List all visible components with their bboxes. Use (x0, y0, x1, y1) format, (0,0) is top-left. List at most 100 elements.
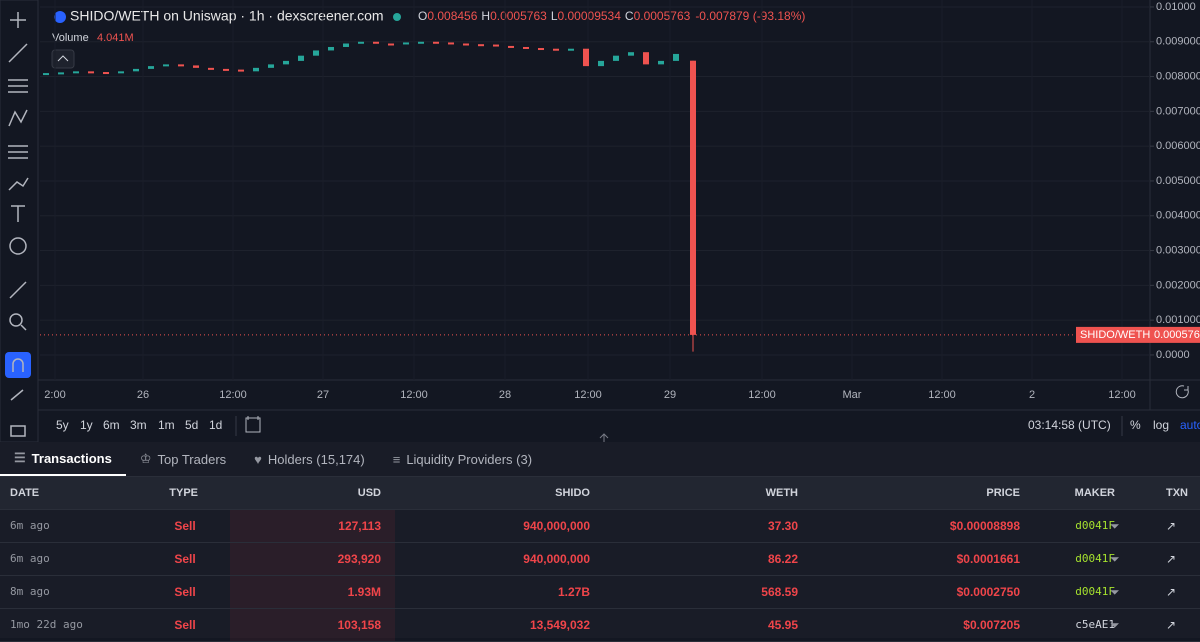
ohlc: O0.008456 H0.0005763 L0.00009534 C0.0005763… (418, 9, 805, 23)
x-tick-label: 12:00 (400, 389, 428, 401)
column-header[interactable]: USD (357, 487, 381, 499)
candle (493, 44, 499, 47)
interval-button[interactable]: 1y (80, 418, 93, 432)
txn-link[interactable]: ↗ (1166, 618, 1177, 632)
cell-value: 940,000,000 (523, 519, 590, 533)
interval-button[interactable]: 5y (56, 418, 69, 432)
candle (583, 48, 589, 67)
candle (118, 71, 124, 74)
filter-icon[interactable]: ⏷ (1110, 519, 1120, 533)
cell-value: Sell (174, 552, 196, 566)
log-toggle[interactable]: log (1153, 418, 1169, 432)
x-tick-label: 12:00 (748, 389, 776, 401)
resize-handle[interactable] (599, 433, 609, 442)
table-row: 1mo 22d ago Sell 103,158 13,549,032 45.95 $0.… (0, 609, 1200, 642)
cell-value: 13,549,032 (529, 618, 590, 632)
tool-icons[interactable] (5, 12, 31, 437)
x-tick-label: 29 (664, 389, 676, 401)
collapse-button[interactable] (51, 49, 75, 69)
transactions-table: DATE TYPE USD SHIDO WETH PRICE MAKER TXN 6m ago S… (0, 477, 1200, 642)
date-range-icon[interactable] (245, 416, 261, 433)
maker[interactable]: d0041F (1075, 585, 1115, 598)
settings-icon[interactable] (1175, 385, 1189, 399)
maker[interactable]: d0041F (1075, 552, 1115, 565)
tab-label: Top Traders (157, 451, 227, 467)
candle (283, 60, 289, 65)
tab[interactable]: ≡ Liquidity Providers (3) (379, 442, 546, 476)
clock: 03:14:58 (UTC) (1028, 418, 1111, 432)
column-header[interactable]: TYPE (169, 487, 198, 499)
y-tick-label: 0.0000 (1156, 349, 1190, 361)
maker[interactable]: d0041F (1075, 519, 1115, 532)
interval-button[interactable]: 3m (130, 418, 147, 432)
table-row: 6m ago Sell 293,920 940,000,000 86.22 $0.0001… (0, 543, 1200, 576)
txn-link[interactable]: ↗ (1166, 519, 1177, 533)
candle (448, 42, 454, 45)
candle (598, 60, 604, 67)
x-tick-label: 2 (1029, 389, 1035, 401)
candle (268, 64, 274, 68)
y-tick-label: 0.007000 (1156, 105, 1200, 117)
cell-value: 6m ago (10, 519, 50, 532)
y-tick-label: 0.008000 (1156, 70, 1200, 82)
interval-button[interactable]: 1d (209, 418, 222, 432)
cell-value: 1.27B (557, 585, 590, 599)
volume-label: Volume (52, 32, 89, 44)
candle (43, 73, 49, 76)
column-header[interactable]: PRICE (986, 487, 1020, 499)
cell-value: 103,158 (337, 618, 381, 632)
interval-button[interactable]: 1m (158, 418, 175, 432)
x-tick-label: 27 (317, 389, 329, 401)
column-header: TXN (1166, 487, 1188, 499)
x-tick-label: 12:00 (928, 389, 956, 401)
candle (673, 53, 679, 61)
background (0, 0, 1200, 442)
tab[interactable]: ♔ Top Traders (126, 442, 240, 476)
column-header[interactable]: SHIDO (555, 487, 590, 499)
table-header: DATE TYPE USD SHIDO WETH PRICE MAKER TXN (0, 477, 1200, 510)
candle (298, 55, 304, 61)
percent-toggle[interactable]: % (1130, 418, 1141, 432)
tab[interactable]: ☰ Transactions (0, 442, 126, 476)
candle (373, 41, 379, 44)
ohlc-label: C (625, 9, 634, 23)
filter-icon[interactable]: ⏷ (1110, 618, 1120, 632)
maker[interactable]: c5eAE1 (1075, 618, 1115, 631)
txn-link[interactable]: ↗ (1166, 552, 1177, 566)
candle (238, 69, 244, 72)
auto-toggle[interactable]: auto (1180, 418, 1200, 432)
cell-value: 1.93M (347, 585, 381, 599)
cell-value: 940,000,000 (523, 552, 590, 566)
column-header[interactable]: WETH (765, 487, 798, 499)
column-header[interactable]: MAKER (1074, 487, 1115, 499)
usd-highlight (230, 609, 395, 641)
candle (148, 66, 154, 69)
cell-value: 293,920 (337, 552, 381, 566)
tab-icon: ♔ (139, 451, 152, 466)
usd-highlight (230, 543, 395, 575)
txn-link[interactable]: ↗ (1166, 585, 1177, 599)
price-label-value: 0.0005763 (1154, 329, 1200, 341)
cell-value: Sell (174, 519, 196, 533)
y-tick-label: 0.009000 (1156, 36, 1200, 48)
filter-icon[interactable]: ⏷ (1110, 585, 1120, 599)
column-header[interactable]: DATE (10, 487, 40, 499)
ohlc-label: L (551, 9, 558, 23)
candle (613, 55, 619, 61)
candle (388, 43, 394, 46)
x-tick-label: 12:00 (1108, 389, 1136, 401)
filter-icon[interactable]: ⏷ (1110, 552, 1120, 566)
candle (658, 60, 664, 65)
interval-button[interactable]: 6m (103, 418, 120, 432)
ohlc-value: 0.00009534 (558, 9, 622, 23)
table-row: 8m ago Sell 1.93M 1.27B 568.59 $0.0002750 d004… (0, 576, 1200, 609)
cell-value: 6m ago (10, 552, 50, 565)
tab[interactable]: ♥ Holders (15,174) (240, 442, 379, 476)
usd-highlight (230, 510, 395, 542)
candle (403, 42, 409, 45)
candle (328, 46, 334, 51)
interval-button[interactable]: 5d (185, 418, 198, 432)
candle (88, 71, 94, 74)
cell-value: 45.95 (767, 618, 798, 632)
candle (208, 67, 214, 70)
